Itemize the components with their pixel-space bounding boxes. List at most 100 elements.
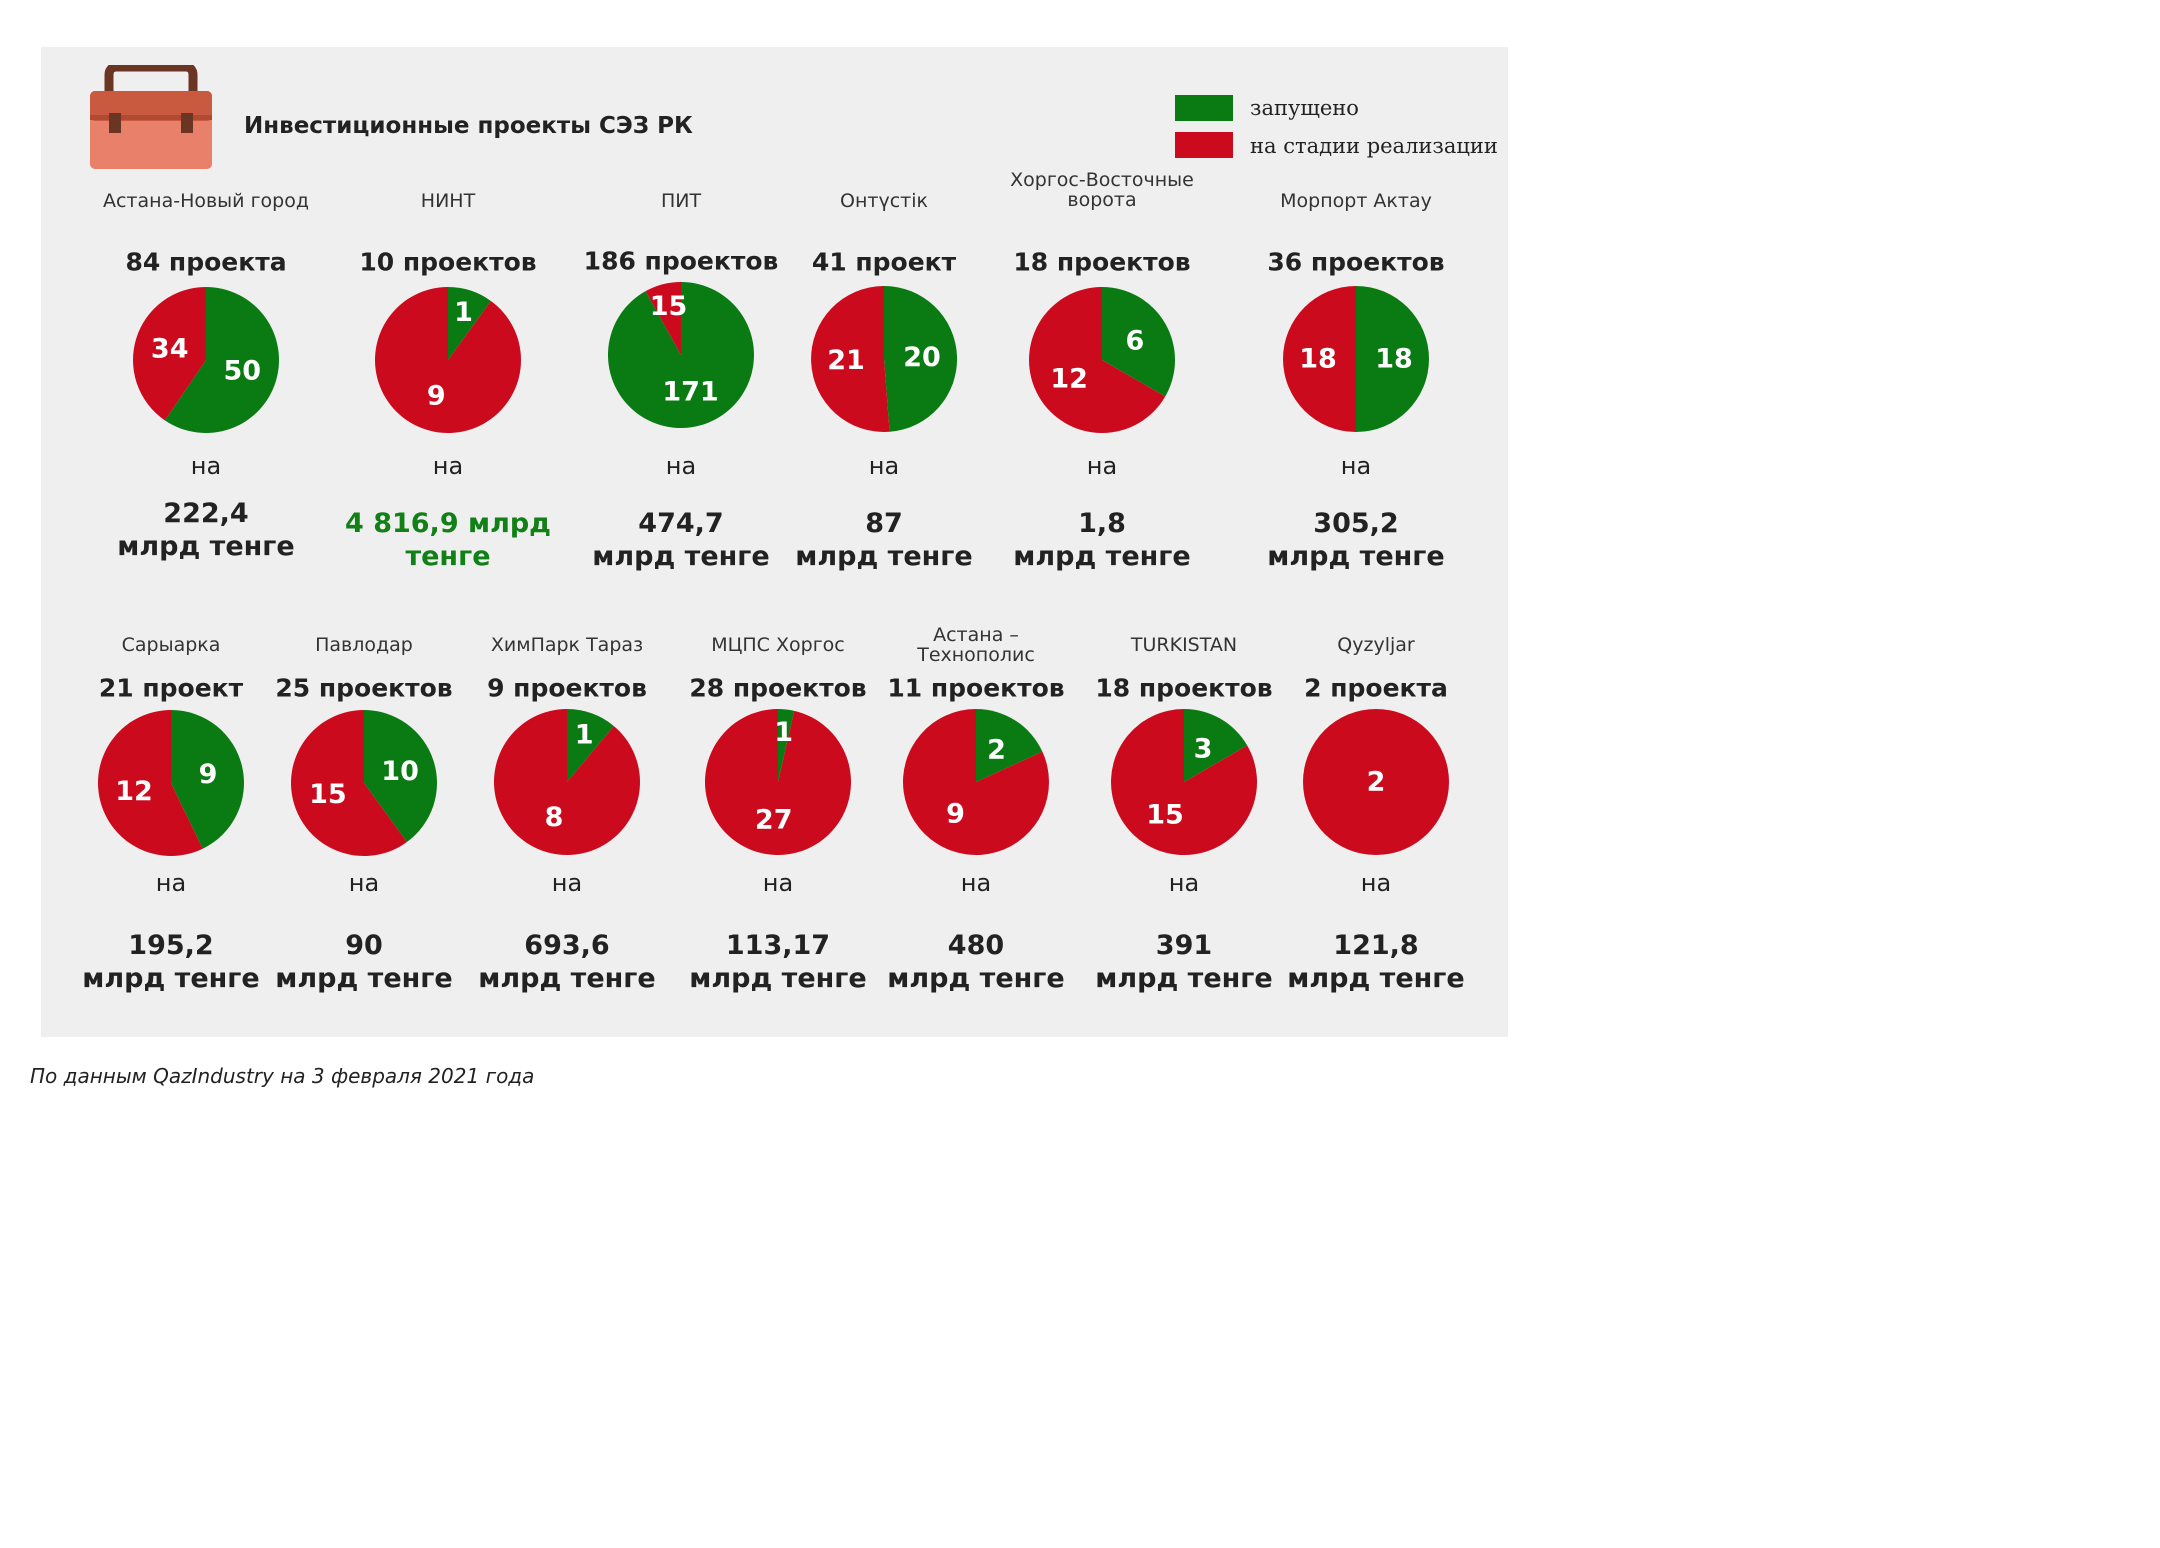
legend-label-launched: запущено xyxy=(1250,96,1359,120)
pie-value-in-progress: 12 xyxy=(115,776,153,807)
source-note: По данным QazIndustry на 3 февраля 2021 … xyxy=(30,1064,535,1088)
pie-slice-launched xyxy=(1184,709,1248,782)
pie-value-launched: 50 xyxy=(224,356,262,387)
pie-value-launched: 18 xyxy=(1375,344,1413,375)
zone-amount-line: 391 xyxy=(1155,930,1213,961)
pie-slice-in-progress xyxy=(902,709,1049,855)
briefcase-icon xyxy=(90,65,212,169)
zone-investment-amount: 90 млрд тенге xyxy=(275,929,452,995)
zone-investment-amount: 1,8 млрд тенге xyxy=(1013,507,1190,573)
zone-amount-line: млрд тенге xyxy=(117,531,295,562)
zone-investment-amount: 113,17 млрд тенге xyxy=(689,929,866,995)
pie-slice-launched xyxy=(364,710,438,843)
zone-project-count: 28 проектов xyxy=(689,673,867,703)
zone-na-label: на xyxy=(348,869,380,897)
zone-name-line: ПИТ xyxy=(660,190,702,212)
zone-amount-line: млрд тенге xyxy=(1013,541,1191,572)
zone-pie: 6 12 xyxy=(1029,287,1176,433)
zone-name-line: ХимПарк Тараз xyxy=(490,634,644,656)
pie-value-in-progress: 8 xyxy=(545,802,564,833)
zone-name-line: Астана – xyxy=(933,624,1019,646)
zone-amount-line: млрд тенге xyxy=(478,963,656,994)
zone-amount-line: млрд тенге xyxy=(592,541,770,572)
zone-investment-amount: 391 млрд тенге xyxy=(1095,929,1272,995)
pie-slice-in-progress xyxy=(704,709,851,855)
zone-pie: 2 xyxy=(1303,709,1449,855)
zone-amount-line: 90 xyxy=(345,930,383,961)
pie-value-launched: 1 xyxy=(774,717,793,748)
zone-pie: 2021 xyxy=(811,285,958,432)
zone-name: МЦПС Хоргос xyxy=(711,635,845,655)
pie-slice-launched xyxy=(607,282,754,428)
zone-amount-line: 474,7 xyxy=(638,508,724,539)
zone-project-count: 84 проекта xyxy=(125,247,287,277)
pie-slice-launched xyxy=(171,710,244,849)
zone-name-line: ворота xyxy=(1067,189,1137,211)
zone-pie: 1 27 xyxy=(704,709,851,855)
zone-project-count: 11 проектов xyxy=(887,673,1065,703)
zone-project-count: 18 проектов xyxy=(1095,673,1273,703)
zone-amount-line: млрд тенге xyxy=(275,963,453,994)
zone-na-label: на xyxy=(665,452,697,480)
zone-pie: 171 15 xyxy=(607,282,754,428)
pie-slice-in-progress xyxy=(375,287,522,433)
zone-project-count: 2 проекта xyxy=(1304,673,1448,703)
zone-amount-line: 693,6 xyxy=(524,930,610,961)
pie-slice-in-progress xyxy=(811,286,890,432)
pie-value-launched: 6 xyxy=(1126,326,1145,357)
pie-value-in-progress: 9 xyxy=(946,799,965,830)
legend-label-in-progress: на стадии реализации xyxy=(1250,134,1498,158)
zone-amount-line: млрд тенге xyxy=(887,963,1065,994)
zone-amount-line: млрд тенге xyxy=(689,963,867,994)
pie-value-launched: 171 xyxy=(662,376,718,407)
pie-slice-in-progress xyxy=(645,282,681,355)
zone-name-line: Астана-Новый город xyxy=(102,190,310,212)
zone-project-count: 36 проектов xyxy=(1267,247,1445,277)
legend-swatch-launched xyxy=(1175,95,1233,121)
pie-value-in-progress: 15 xyxy=(309,779,347,810)
zone-project-count: 41 проект xyxy=(811,247,957,277)
pie-value-in-progress: 15 xyxy=(1146,799,1184,830)
zone-name: НИНТ xyxy=(421,191,475,211)
legend-swatch-in-progress xyxy=(1175,132,1233,158)
pie-slice-launched xyxy=(448,287,491,360)
pie-value-in-progress: 18 xyxy=(1299,344,1337,375)
zone-name-line: TURKISTAN xyxy=(1130,634,1238,656)
zone-investment-amount: 480 млрд тенге xyxy=(887,929,1064,995)
pie-value-in-progress: 15 xyxy=(650,291,688,322)
zone-na-label: на xyxy=(551,869,583,897)
zone-name: ПИТ xyxy=(661,191,701,211)
zone-name-line: Онтүстік xyxy=(840,190,928,212)
pie-value-launched: 3 xyxy=(1194,734,1213,765)
zone-amount-line: 480 xyxy=(947,930,1005,961)
zone-pie: 29 xyxy=(902,709,1049,855)
zone-na-label: на xyxy=(190,452,222,480)
pie-value-launched: 1 xyxy=(575,720,594,751)
zone-project-count: 9 проектов xyxy=(487,673,647,703)
zone-project-count: 186 проектов xyxy=(583,246,779,276)
pie-slice-in-progress xyxy=(1029,287,1166,433)
pie-value-launched: 1 xyxy=(454,297,473,328)
pie-slice-in-progress xyxy=(291,710,407,856)
zone-name-line: Павлодар xyxy=(315,634,413,656)
zone-amount-line: тенге xyxy=(405,541,491,572)
pie-value-launched: 9 xyxy=(199,759,218,790)
zone-amount-line: млрд тенге xyxy=(795,541,973,572)
zone-na-label: на xyxy=(1168,869,1200,897)
zone-project-count: 18 проектов xyxy=(1013,247,1191,277)
zone-name: Астана-Новый город xyxy=(103,191,309,211)
zone-na-label: на xyxy=(868,452,900,480)
zone-na-label: на xyxy=(1086,452,1118,480)
zone-na-label: на xyxy=(762,869,794,897)
zone-investment-amount: 4 816,9 млрд тенге xyxy=(345,507,551,573)
zone-pie: 10 15 xyxy=(291,710,438,856)
pie-slice-in-progress xyxy=(132,287,206,421)
zone-na-label: на xyxy=(432,452,464,480)
zone-project-count: 10 проектов xyxy=(359,247,537,277)
zone-na-label: на xyxy=(1360,869,1392,897)
pie-slice-launched xyxy=(976,709,1043,782)
zone-name: Сарыарка xyxy=(122,635,221,655)
zone-name: Морпорт Актау xyxy=(1280,191,1432,211)
zone-name: Павлодар xyxy=(315,635,413,655)
zone-investment-amount: 474,7 млрд тенге xyxy=(592,507,769,573)
